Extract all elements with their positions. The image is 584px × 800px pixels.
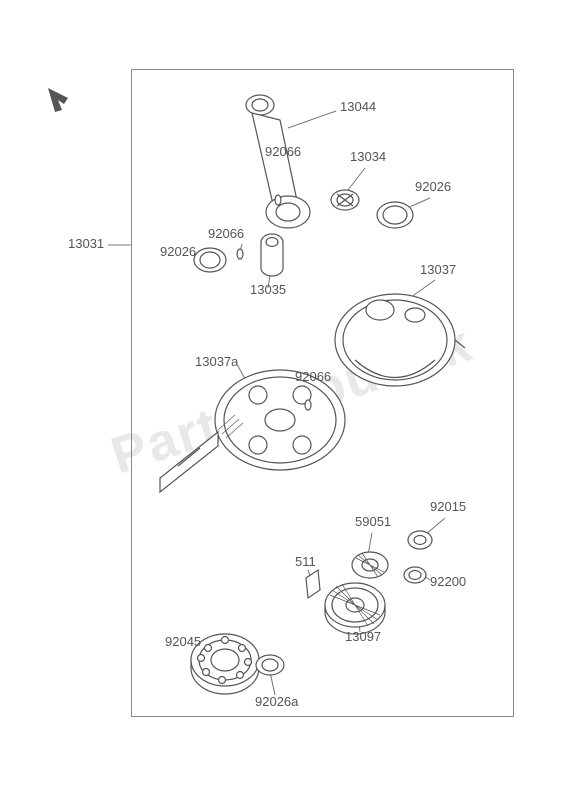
- label-92026-left: 92026: [160, 244, 196, 259]
- pin-left-icon: [237, 249, 243, 259]
- bushing-icon: [261, 234, 283, 276]
- label-13034: 13034: [350, 149, 386, 164]
- flywheel-left-icon: [160, 370, 345, 492]
- pin-mid-icon: [305, 400, 311, 410]
- label-92066-top: 92066: [265, 144, 301, 159]
- label-13044: 13044: [340, 99, 376, 114]
- bearing-small-icon: [331, 190, 359, 210]
- gear-small-icon: [352, 552, 388, 578]
- label-92026-top: 92026: [415, 179, 451, 194]
- label-13097: 13097: [345, 629, 381, 644]
- label-13037a: 13037a: [195, 354, 238, 369]
- washer-left-icon: [194, 248, 226, 272]
- orientation-arrow-icon: [48, 88, 68, 112]
- label-92045: 92045: [165, 634, 201, 649]
- ball-bearing-icon: [191, 634, 259, 694]
- washer-gear-icon: [404, 567, 426, 583]
- flywheel-right-icon: [335, 294, 465, 386]
- label-13035: 13035: [250, 282, 286, 297]
- key-icon: [306, 570, 320, 598]
- gear-large-icon: [325, 583, 385, 634]
- label-92066-mid: 92066: [295, 369, 331, 384]
- label-92066-left: 92066: [208, 226, 244, 241]
- diagram-svg: [0, 0, 584, 800]
- washer-top-right-icon: [377, 202, 413, 228]
- label-92026a: 92026a: [255, 694, 298, 709]
- pin-top-icon: [275, 195, 281, 205]
- label-511: 511: [295, 554, 316, 569]
- label-92015: 92015: [430, 499, 466, 514]
- parts-diagram: 13031 13044 13034 92026 92066 92026 9206…: [0, 0, 584, 800]
- spacer-icon: [256, 655, 284, 675]
- label-13037: 13037: [420, 262, 456, 277]
- label-92200: 92200: [430, 574, 466, 589]
- label-59051: 59051: [355, 514, 391, 529]
- nut-icon: [408, 531, 432, 549]
- connecting-rod-icon: [246, 95, 310, 228]
- label-13031: 13031: [68, 236, 104, 251]
